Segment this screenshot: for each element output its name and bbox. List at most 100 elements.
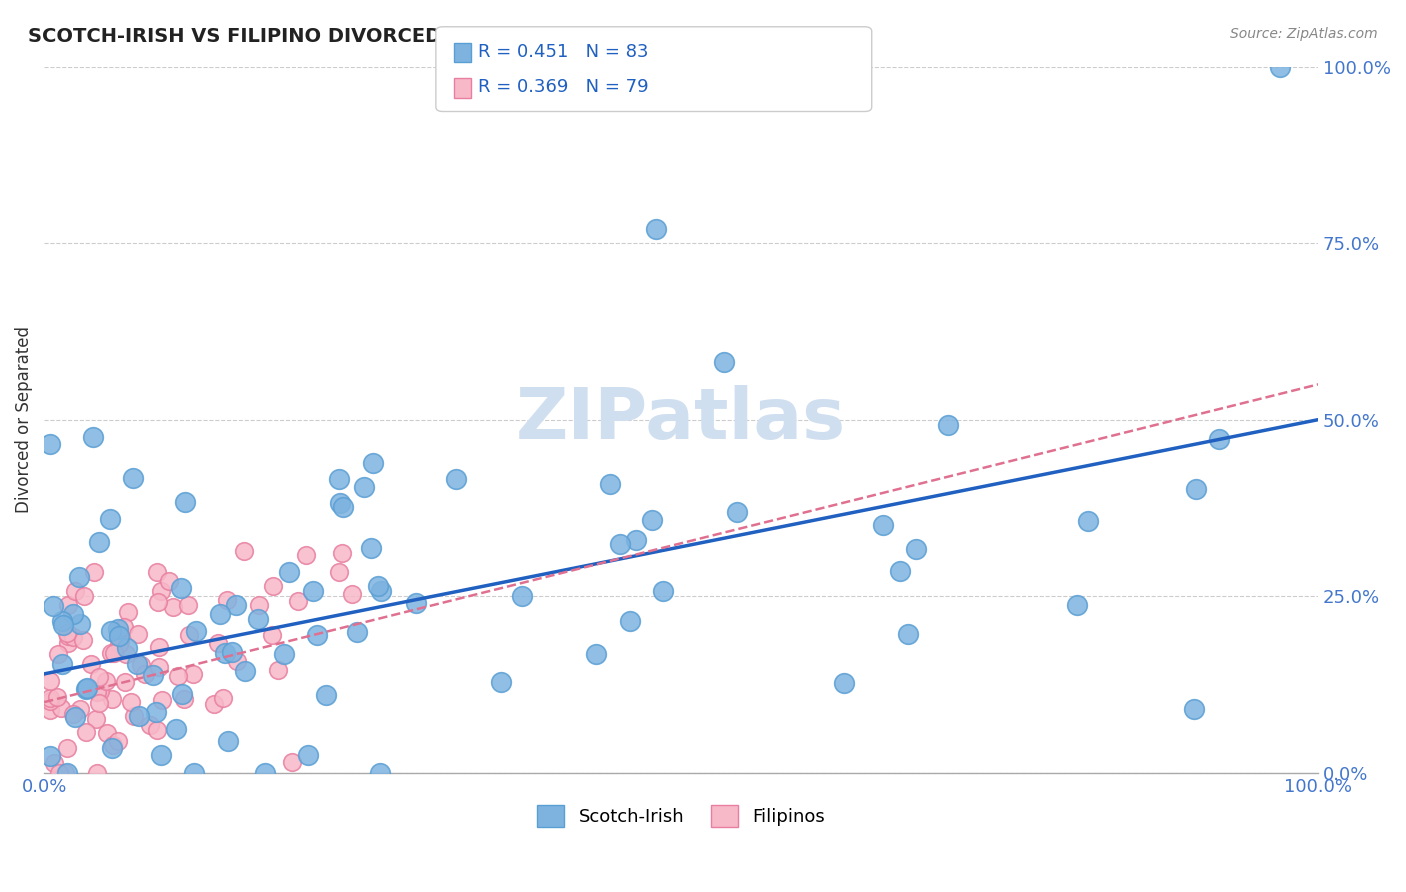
Point: [148, 640, 170, 655]
Point: [89, 670, 111, 684]
Point: [170, 687, 193, 701]
Point: [340, 587, 363, 601]
Point: [905, 541, 928, 556]
Point: [120, 695, 142, 709]
Point: [207, 636, 229, 650]
Point: [361, 456, 384, 470]
Point: [108, 637, 131, 651]
Point: [89, 684, 111, 698]
Point: [221, 645, 243, 659]
Point: [510, 589, 533, 603]
Point: [148, 659, 170, 673]
Point: [233, 664, 256, 678]
Point: [56, 625, 79, 640]
Point: [262, 579, 284, 593]
Point: [166, 669, 188, 683]
Point: [332, 500, 354, 514]
Point: [75, 681, 97, 696]
Point: [96, 726, 118, 740]
Point: [145, 705, 167, 719]
Point: [368, 765, 391, 780]
Point: [107, 622, 129, 636]
Point: [62, 607, 84, 622]
Point: [173, 691, 195, 706]
Point: [233, 544, 256, 558]
Point: [174, 495, 197, 509]
Point: [247, 612, 270, 626]
Point: [72, 632, 94, 647]
Point: [103, 646, 125, 660]
Point: [101, 741, 124, 756]
Point: [108, 629, 131, 643]
Point: [82, 429, 104, 443]
Point: [55, 741, 77, 756]
Point: [184, 624, 207, 639]
Point: [713, 355, 735, 369]
Point: [889, 564, 911, 578]
Point: [183, 765, 205, 780]
Point: [122, 708, 145, 723]
Point: [287, 593, 309, 607]
Point: [83, 566, 105, 580]
Point: [128, 709, 150, 723]
Point: [353, 480, 375, 494]
Point: [87, 696, 110, 710]
Point: [277, 566, 299, 580]
Text: ZIPatlas: ZIPatlas: [516, 385, 846, 454]
Point: [39, 694, 62, 708]
Point: [149, 748, 172, 763]
Point: [491, 675, 513, 690]
Point: [211, 691, 233, 706]
Point: [56, 599, 79, 613]
Legend: Scotch-Irish, Filipinos: Scotch-Irish, Filipinos: [530, 797, 832, 834]
Point: [150, 693, 173, 707]
Point: [307, 628, 329, 642]
Point: [444, 472, 467, 486]
Point: [624, 533, 647, 548]
Point: [149, 584, 172, 599]
Point: [98, 512, 121, 526]
Point: [202, 698, 225, 712]
Point: [146, 723, 169, 737]
Text: R = 0.369   N = 79: R = 0.369 N = 79: [478, 78, 648, 96]
Y-axis label: Divorced or Separated: Divorced or Separated: [15, 326, 32, 513]
Point: [49, 701, 72, 715]
Point: [39, 690, 62, 705]
Point: [346, 625, 368, 640]
Point: [328, 472, 350, 486]
Point: [56, 765, 79, 780]
Point: [599, 477, 621, 491]
Point: [56, 629, 79, 643]
Point: [897, 626, 920, 640]
Point: [165, 722, 187, 736]
Point: [619, 614, 641, 628]
Point: [96, 674, 118, 689]
Point: [89, 535, 111, 549]
Point: [330, 546, 353, 560]
Point: [148, 595, 170, 609]
Point: [329, 496, 352, 510]
Point: [225, 599, 247, 613]
Point: [62, 707, 84, 722]
Point: [1077, 514, 1099, 528]
Point: [84, 712, 107, 726]
Point: [73, 589, 96, 603]
Point: [181, 666, 204, 681]
Point: [609, 537, 631, 551]
Point: [262, 628, 284, 642]
Point: [145, 566, 167, 580]
Point: [110, 634, 132, 648]
Point: [1066, 598, 1088, 612]
Text: Source: ZipAtlas.com: Source: ZipAtlas.com: [1230, 27, 1378, 41]
Point: [370, 583, 392, 598]
Point: [170, 581, 193, 595]
Point: [176, 598, 198, 612]
Point: [115, 641, 138, 656]
Point: [101, 692, 124, 706]
Point: [157, 574, 180, 588]
Point: [112, 620, 135, 634]
Point: [217, 734, 239, 748]
Point: [76, 725, 98, 739]
Point: [295, 548, 318, 562]
Point: [134, 667, 156, 681]
